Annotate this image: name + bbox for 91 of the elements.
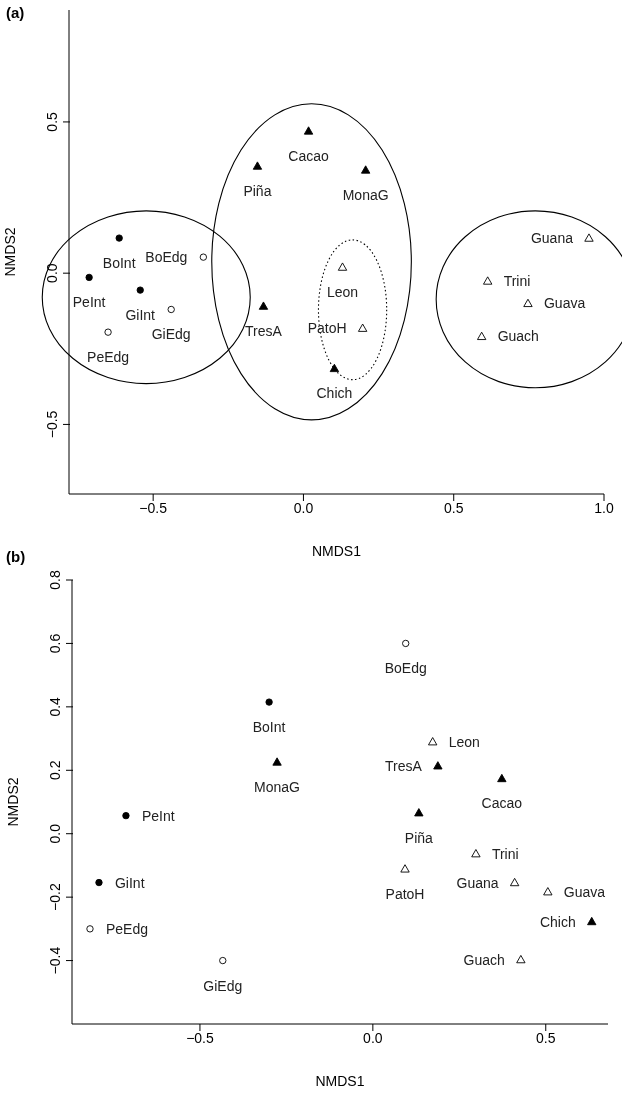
point	[265, 698, 273, 706]
annotation: Cacao	[288, 147, 329, 164]
annotation: Chich	[539, 913, 576, 930]
point	[402, 639, 410, 648]
y-tick-label: 0.8	[47, 570, 63, 590]
point	[95, 878, 103, 887]
y-axis-title: NMDS2	[1, 227, 18, 277]
annotation: Leon	[448, 733, 480, 750]
point	[587, 916, 597, 926]
point	[483, 276, 493, 285]
x-tick-label: 0.5	[536, 1029, 556, 1046]
annotation: Cacao	[481, 795, 523, 812]
point	[252, 161, 263, 170]
point	[258, 301, 269, 310]
annotation: Trini	[491, 845, 519, 862]
point	[361, 165, 371, 174]
point	[433, 761, 443, 770]
point	[428, 737, 438, 746]
x-tick-label: 1.0	[594, 499, 614, 516]
point	[400, 864, 410, 873]
annotation: PatoH	[307, 320, 347, 337]
point	[358, 323, 368, 332]
annotation: PeEdg	[105, 920, 149, 937]
x-tick-label: −0.5	[139, 499, 168, 516]
annotation: PeEdg	[87, 349, 130, 366]
x-axis-title: NMDS1	[311, 543, 362, 559]
y-tick-label: 0.2	[47, 760, 63, 781]
annotation: BoInt	[102, 255, 136, 272]
point	[272, 757, 282, 766]
annotation: PeInt	[141, 807, 175, 824]
x-tick-label: 0.0	[363, 1029, 383, 1046]
annotation: Guava	[563, 883, 606, 900]
annotation: Guava	[543, 295, 586, 312]
x-tick-label: 0.5	[443, 499, 464, 516]
annotation: Guach	[497, 328, 539, 345]
point	[523, 298, 533, 308]
point	[85, 273, 93, 282]
point	[471, 849, 481, 858]
annotation: GiInt	[125, 307, 156, 324]
point	[414, 808, 424, 817]
annotation: Piña	[243, 183, 272, 200]
point	[86, 925, 94, 933]
annotation: BoInt	[252, 719, 286, 736]
annotation: TresA	[245, 323, 283, 340]
annotation: BoEdg	[384, 660, 427, 677]
point	[497, 773, 507, 783]
y-tick-label: 0.0	[44, 263, 60, 283]
annotation: Chich	[316, 385, 353, 402]
annotation: Trini	[503, 273, 531, 290]
y-tick-label: 0.4	[47, 696, 63, 717]
point	[303, 126, 314, 135]
y-tick-label: 0.0	[47, 823, 63, 844]
point	[516, 954, 526, 964]
chart-title: (a)	[6, 4, 25, 21]
annotation: TresA	[385, 757, 423, 774]
annotation: Piña	[404, 829, 434, 846]
annotation: PatoH	[385, 885, 425, 902]
point	[199, 253, 207, 261]
annotation: GiEdg	[151, 326, 191, 343]
y-tick-label: 0.5	[44, 111, 60, 132]
annotation: Leon	[326, 284, 359, 301]
annotation: BoEdg	[145, 249, 188, 266]
annotation: Guana	[530, 230, 574, 247]
point	[122, 811, 130, 820]
point	[167, 305, 175, 314]
x-axis-title: NMDS1	[315, 1073, 365, 1089]
y-axis-title: NMDS2	[4, 777, 21, 827]
y-tick-label: −0.4	[47, 946, 63, 975]
point	[337, 262, 348, 271]
point	[543, 887, 553, 896]
point	[509, 877, 520, 887]
x-tick-label: 0.0	[293, 499, 314, 516]
point	[477, 331, 487, 340]
annotation: GiEdg	[203, 977, 243, 994]
point	[584, 233, 594, 242]
point	[219, 956, 227, 965]
point	[104, 328, 112, 336]
y-tick-label: 0.6	[47, 633, 63, 654]
x-tick-label: −0.5	[186, 1029, 214, 1046]
y-tick-label: −0.5	[44, 410, 60, 439]
annotation: MonaG	[254, 778, 301, 795]
annotation: MonaG	[342, 186, 389, 203]
annotation: Guach	[463, 951, 505, 968]
annotation: Guana	[456, 874, 499, 891]
annotation: PeInt	[72, 294, 106, 311]
annotation: GiInt	[114, 874, 145, 891]
y-tick-label: −0.2	[47, 883, 63, 911]
point	[136, 286, 144, 294]
point	[115, 234, 123, 242]
chart-title: (b)	[6, 548, 26, 565]
point	[329, 363, 340, 373]
